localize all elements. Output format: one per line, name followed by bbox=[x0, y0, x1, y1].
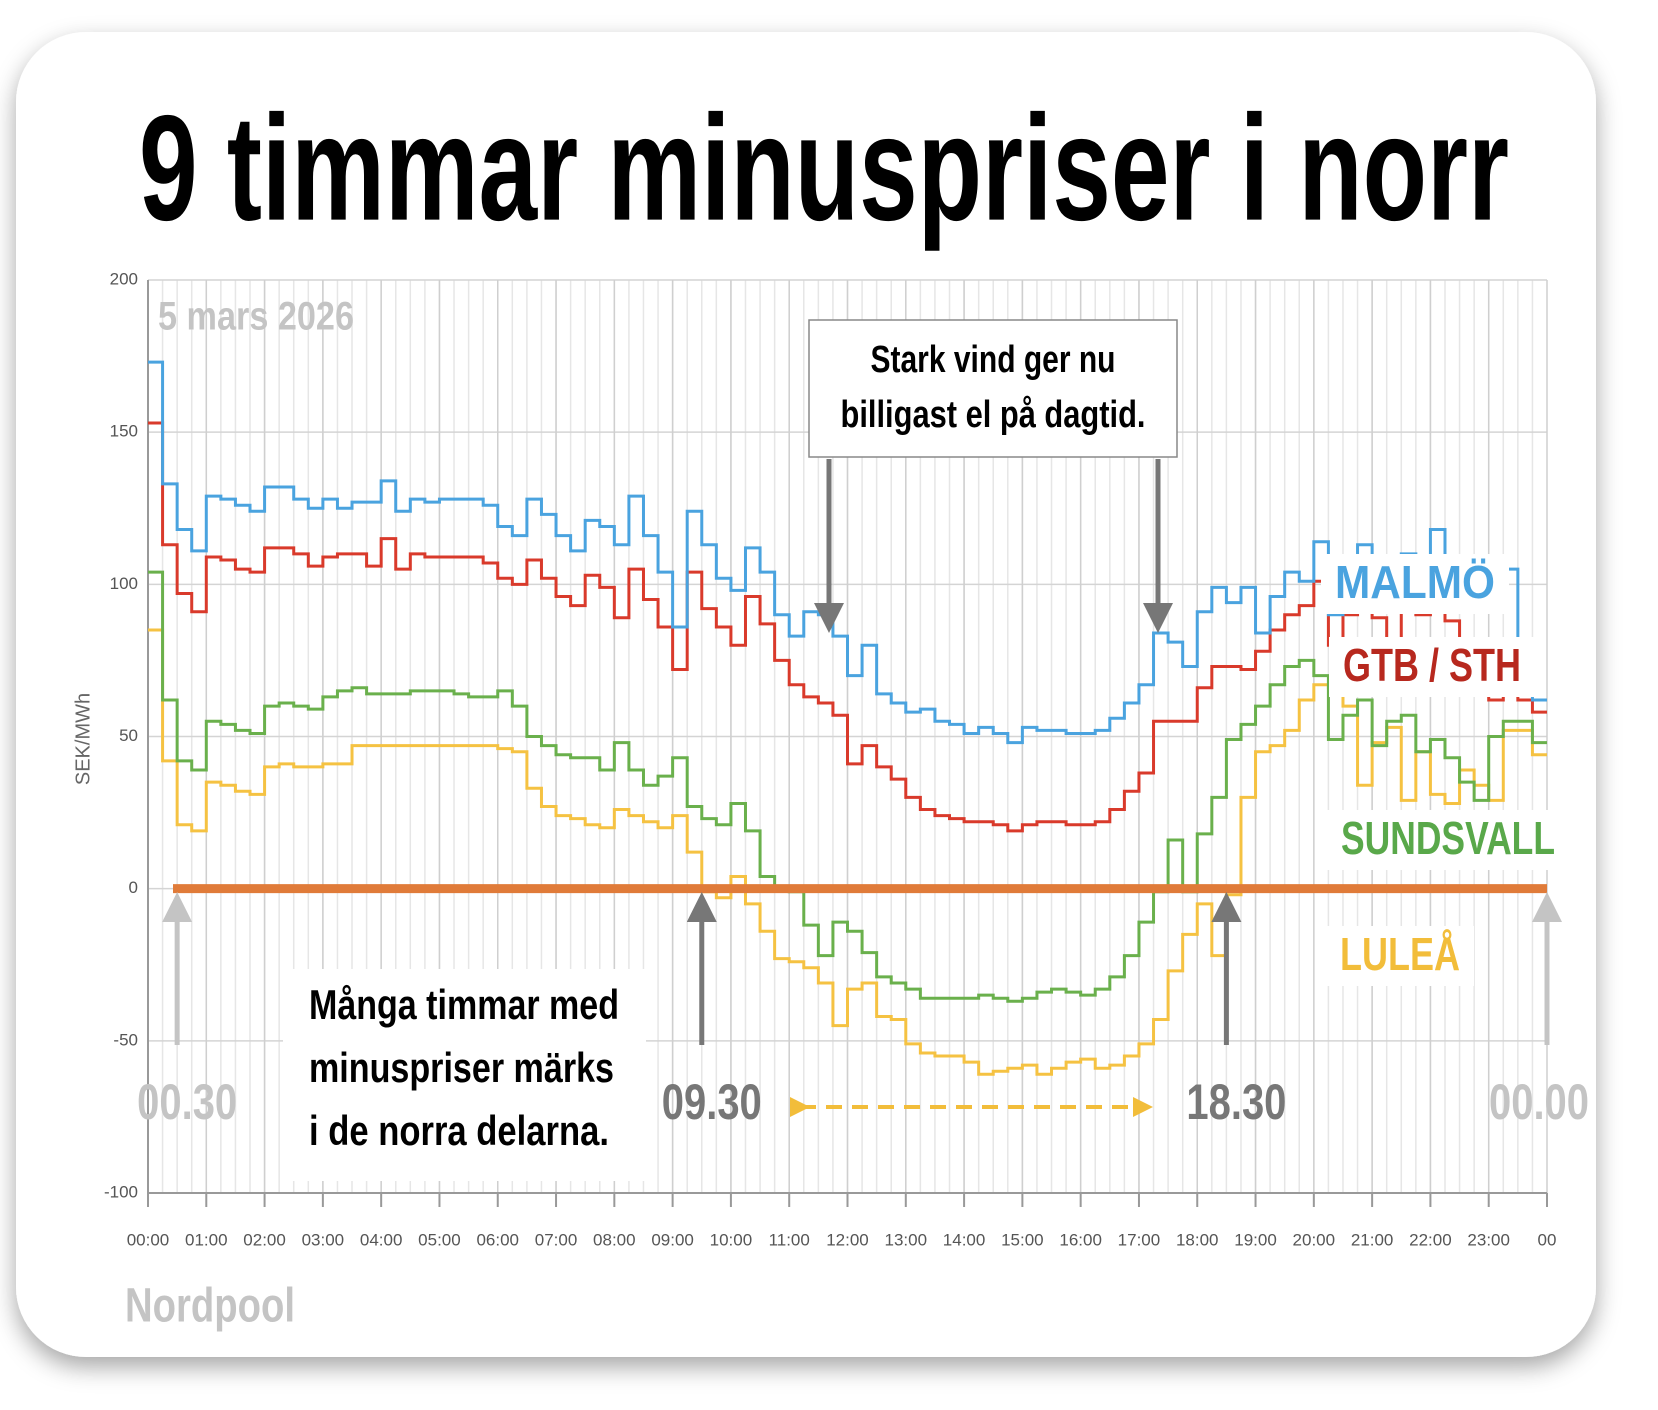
y-tick-label: 50 bbox=[119, 726, 138, 745]
legend-bg bbox=[1326, 926, 1474, 986]
x-tick-label: 12:00 bbox=[826, 1230, 869, 1249]
x-tick-label: 02:00 bbox=[243, 1230, 286, 1249]
callout-box bbox=[808, 319, 1178, 458]
series-line bbox=[148, 628, 1547, 1076]
series-line bbox=[148, 360, 1547, 745]
callout-text: i de norra delarna. bbox=[309, 1107, 609, 1154]
x-tick-label: 04:00 bbox=[360, 1230, 403, 1249]
subtitle: 5 mars 2026 bbox=[158, 295, 354, 339]
x-tick-label: 20:00 bbox=[1293, 1230, 1336, 1249]
callout-text: minuspriser märks bbox=[309, 1044, 614, 1091]
x-tick-label: 08:00 bbox=[593, 1230, 636, 1249]
x-tick-label: 09:00 bbox=[651, 1230, 694, 1249]
legend-label: MALMÖ bbox=[1335, 556, 1495, 608]
x-tick-label: 22:00 bbox=[1409, 1230, 1452, 1249]
x-tick-label: 13:00 bbox=[885, 1230, 928, 1249]
callout-text: Många timmar med bbox=[309, 981, 619, 1028]
marker-label: 18.30 bbox=[1186, 1074, 1286, 1130]
x-tick-label: 23:00 bbox=[1467, 1230, 1510, 1249]
x-tick-label: 21:00 bbox=[1351, 1230, 1394, 1249]
x-tick-label: 11:00 bbox=[769, 1230, 810, 1249]
chart-title: 9 timmar minuspriser i norr bbox=[139, 84, 1509, 252]
legend-label: LULEÅ bbox=[1340, 928, 1460, 980]
x-tick-label: 16:00 bbox=[1059, 1230, 1102, 1249]
x-tick-label: 05:00 bbox=[418, 1230, 461, 1249]
y-tick-label: -50 bbox=[113, 1030, 138, 1049]
x-tick-label: 01:00 bbox=[185, 1230, 228, 1249]
x-tick-label: 00:00 bbox=[127, 1230, 170, 1249]
y-axis-label: SEK/MWh bbox=[72, 693, 94, 785]
legend-bg bbox=[1327, 810, 1569, 870]
callout-text: billigast el på dagtid. bbox=[841, 394, 1146, 436]
series-line bbox=[148, 570, 1547, 1003]
marker-label: 09.30 bbox=[662, 1074, 762, 1130]
marker-label: 00.30 bbox=[137, 1074, 237, 1130]
y-tick-label: 150 bbox=[110, 422, 138, 441]
x-tick-label: 03:00 bbox=[302, 1230, 345, 1249]
marker-label: 00.00 bbox=[1489, 1074, 1589, 1130]
x-tick-label: 18:00 bbox=[1176, 1230, 1219, 1249]
legend-bg bbox=[1321, 554, 1509, 614]
x-tick-label: 06:00 bbox=[476, 1230, 519, 1249]
x-tick-label: 10:00 bbox=[710, 1230, 753, 1249]
x-tick-label: 17:00 bbox=[1118, 1230, 1161, 1249]
y-tick-label: 100 bbox=[110, 574, 138, 593]
x-tick-label: 07:00 bbox=[535, 1230, 578, 1249]
y-tick-label: -100 bbox=[104, 1182, 138, 1201]
x-tick-label: 00 bbox=[1538, 1230, 1557, 1249]
legend-label: SUNDSVALL bbox=[1341, 812, 1555, 864]
y-tick-label: 0 bbox=[129, 878, 138, 897]
source: Nordpool bbox=[125, 1280, 295, 1333]
x-tick-label: 15:00 bbox=[1001, 1230, 1044, 1249]
x-tick-label: 14:00 bbox=[943, 1230, 986, 1249]
legend-label: GTB / STH bbox=[1343, 639, 1521, 691]
y-tick-label: 200 bbox=[110, 269, 138, 288]
legend-bg bbox=[1329, 637, 1535, 697]
x-tick-label: 19:00 bbox=[1234, 1230, 1277, 1249]
callout-text: Stark vind ger nu bbox=[871, 339, 1116, 381]
callout-box bbox=[283, 969, 646, 1181]
